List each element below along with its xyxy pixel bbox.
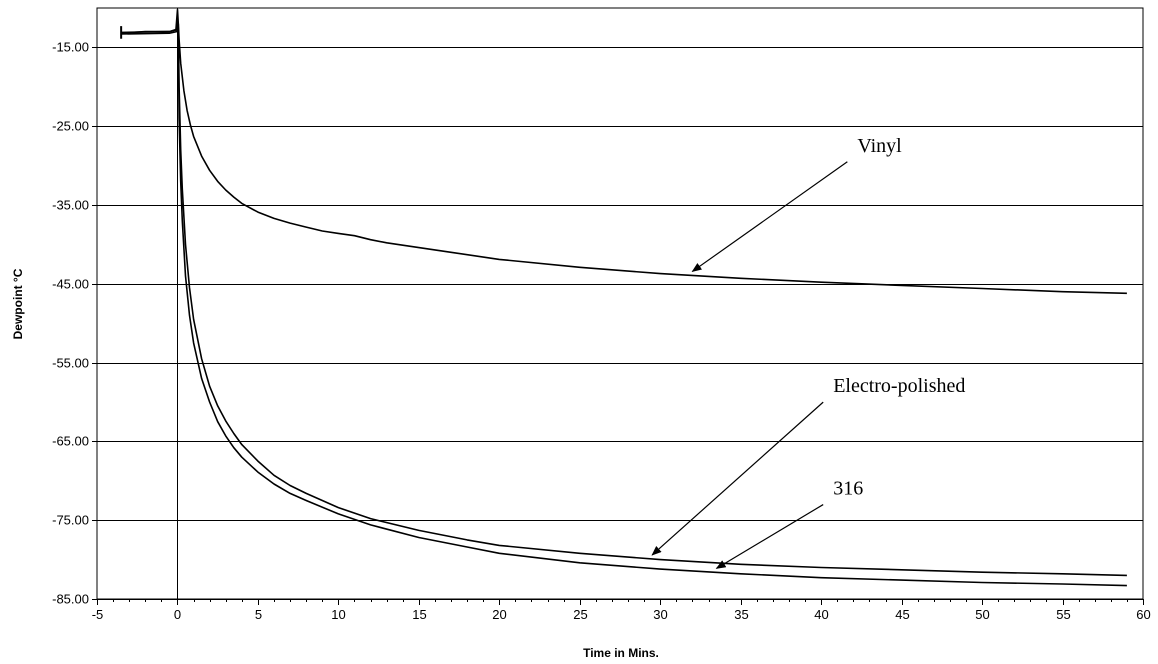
x-tick-label: -5 — [92, 607, 104, 622]
x-tick-label: 10 — [331, 607, 345, 622]
series-line-electro-polished — [121, 22, 1127, 577]
annotation-label-electro-polished: Electro-polished — [833, 375, 965, 397]
y-tick-label: -25.00 — [52, 119, 89, 134]
series-line-316 — [121, 26, 1127, 587]
x-tick-label: 15 — [412, 607, 426, 622]
annotation-arrow-vinyl — [691, 161, 848, 273]
y-tick-label: -75.00 — [52, 513, 89, 528]
y-tick-label: -15.00 — [52, 40, 89, 55]
annotation-arrow-electro-polished — [651, 401, 824, 556]
x-axis-title: Time in Mins. — [583, 646, 659, 660]
y-tick-label: -55.00 — [52, 356, 89, 371]
plot-border — [96, 7, 1144, 600]
x-tick-label: 45 — [895, 607, 909, 622]
x-tick-label: 60 — [1136, 607, 1150, 622]
y-tick-label: -45.00 — [52, 277, 89, 292]
x-tick-label: 0 — [174, 607, 181, 622]
series-lines — [120, 8, 1127, 587]
annotation-label-vinyl: Vinyl — [857, 135, 902, 157]
x-tick-label: 55 — [1056, 607, 1070, 622]
annotation-label-316: 316 — [833, 478, 863, 500]
x-tick-label: 50 — [975, 607, 989, 622]
gridlines — [97, 47, 1143, 600]
axes: -85.00 -75.00 -65.00 -55.00 -45.00 -35.00 -25.… — [52, 7, 1151, 622]
y-axis-title: Dewpoint °C — [11, 268, 25, 339]
annotations: Vinyl Electro-polished 316 — [651, 135, 965, 569]
x-tick-label: 30 — [653, 607, 667, 622]
annotation-arrow-316 — [715, 504, 824, 569]
x-tick-label: 5 — [255, 607, 262, 622]
x-tick-label: 20 — [492, 607, 506, 622]
x-tick-label: 25 — [573, 607, 587, 622]
y-tick-label: -65.00 — [52, 434, 89, 449]
y-tick-label: -35.00 — [52, 198, 89, 213]
x-tick-label: 40 — [814, 607, 828, 622]
series-line-vinyl — [121, 8, 1127, 295]
y-tick-label: -85.00 — [52, 592, 89, 607]
x-tick-label: 35 — [734, 607, 748, 622]
